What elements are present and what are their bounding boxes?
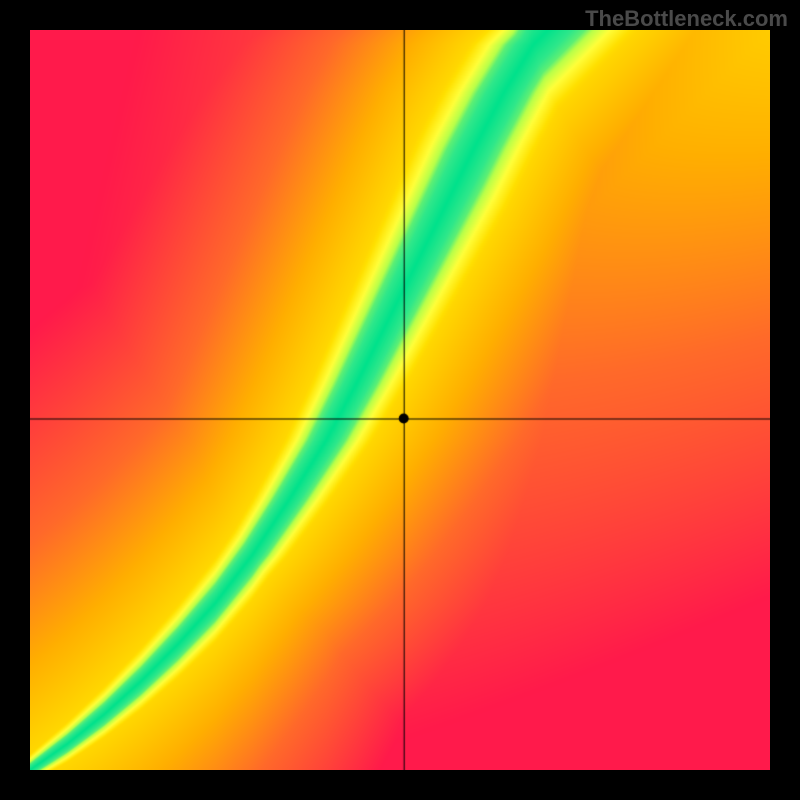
chart-container: TheBottleneck.com bbox=[0, 0, 800, 800]
bottleneck-heatmap bbox=[30, 30, 770, 770]
watermark-text: TheBottleneck.com bbox=[585, 6, 788, 32]
